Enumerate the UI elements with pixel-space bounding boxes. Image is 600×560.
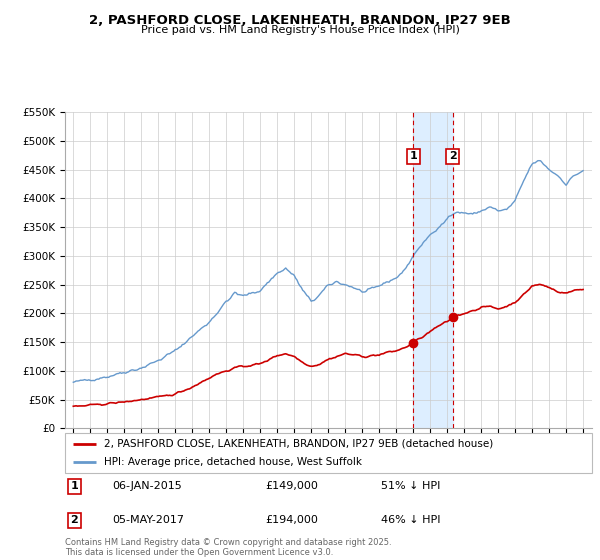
Text: 2: 2 xyxy=(449,151,457,161)
Text: £149,000: £149,000 xyxy=(265,481,318,491)
Text: 2, PASHFORD CLOSE, LAKENHEATH, BRANDON, IP27 9EB (detached house): 2, PASHFORD CLOSE, LAKENHEATH, BRANDON, … xyxy=(104,439,494,449)
Text: Contains HM Land Registry data © Crown copyright and database right 2025.
This d: Contains HM Land Registry data © Crown c… xyxy=(65,538,391,557)
Text: 05-MAY-2017: 05-MAY-2017 xyxy=(112,515,184,525)
Text: 2, PASHFORD CLOSE, LAKENHEATH, BRANDON, IP27 9EB: 2, PASHFORD CLOSE, LAKENHEATH, BRANDON, … xyxy=(89,14,511,27)
Bar xyxy=(413,112,453,428)
Text: 51% ↓ HPI: 51% ↓ HPI xyxy=(381,481,440,491)
Text: HPI: Average price, detached house, West Suffolk: HPI: Average price, detached house, West… xyxy=(104,458,362,467)
Text: £194,000: £194,000 xyxy=(265,515,318,525)
Text: 1: 1 xyxy=(70,481,78,491)
Text: 06-JAN-2015: 06-JAN-2015 xyxy=(112,481,182,491)
Text: 46% ↓ HPI: 46% ↓ HPI xyxy=(381,515,440,525)
Text: 2: 2 xyxy=(70,515,78,525)
Text: Price paid vs. HM Land Registry's House Price Index (HPI): Price paid vs. HM Land Registry's House … xyxy=(140,25,460,35)
FancyBboxPatch shape xyxy=(65,433,592,473)
Text: 1: 1 xyxy=(409,151,417,161)
